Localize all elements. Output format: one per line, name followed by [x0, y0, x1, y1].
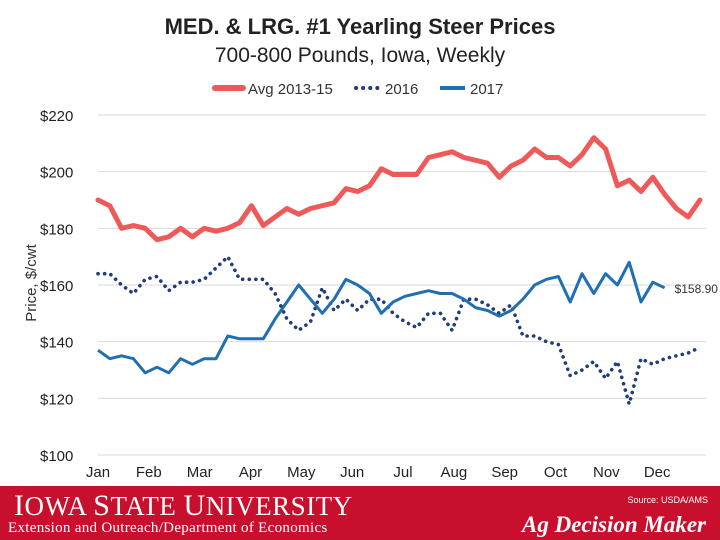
chart-title: MED. & LRG. #1 Yearling Steer Prices	[165, 14, 556, 39]
x-tick-label: Mar	[187, 464, 213, 481]
x-tick-label: Sep	[491, 464, 518, 481]
series-lines	[95, 135, 703, 406]
x-tick-label: Oct	[544, 464, 568, 481]
x-tick-label: Jan	[86, 464, 110, 481]
end-value-annotation: $158.90	[675, 282, 719, 296]
y-tick-label: $100	[40, 448, 73, 465]
y-tick-label: $220	[40, 108, 73, 125]
chart-subtitle: 700-800 Pounds, Iowa, Weekly	[215, 44, 506, 67]
grid-lines	[98, 114, 706, 456]
footer-bar	[0, 486, 720, 540]
y-tick-label: $120	[40, 391, 73, 408]
series-line-2016	[96, 254, 702, 406]
source-note: Source: USDA/AMS	[627, 495, 708, 505]
legend-label-avg: Avg 2013-15	[248, 81, 333, 98]
x-tick-label: May	[287, 464, 316, 481]
chart: MED. & LRG. #1 Yearling Steer Prices 700…	[23, 14, 719, 481]
x-axis-ticks: Jan Feb Mar Apr May Jun Jul Aug Sep Oct Nov Dec	[86, 464, 671, 481]
x-tick-label: Dec	[644, 464, 671, 481]
extension-text: Extension and Outreach/Department of Eco…	[8, 520, 328, 536]
y-tick-label: $200	[40, 165, 73, 182]
x-tick-label: Feb	[136, 464, 162, 481]
x-tick-label: Jun	[340, 464, 364, 481]
brand-name: Ag Decision Maker	[522, 512, 706, 537]
y-axis-ticks: $100 $120 $140 $160 $180 $200 $220	[40, 108, 73, 465]
series-line-avg-2013-15	[95, 135, 703, 243]
y-axis-label: Price, $/cwt	[23, 243, 40, 321]
legend-label-2017: 2017	[470, 81, 503, 98]
y-tick-label: $180	[40, 221, 73, 238]
series-line-2017	[97, 260, 666, 375]
x-tick-label: Aug	[440, 464, 467, 481]
legend-label-2016: 2016	[385, 81, 418, 98]
x-tick-label: Apr	[239, 464, 262, 481]
legend: Avg 2013-15 2016 2017	[212, 81, 503, 98]
university-logo: IOWA STATE UNIVERSITY	[14, 489, 353, 522]
y-tick-label: $140	[40, 335, 73, 352]
x-tick-label: Jul	[393, 464, 412, 481]
x-tick-label: Nov	[593, 464, 620, 481]
y-tick-label: $160	[40, 278, 73, 295]
